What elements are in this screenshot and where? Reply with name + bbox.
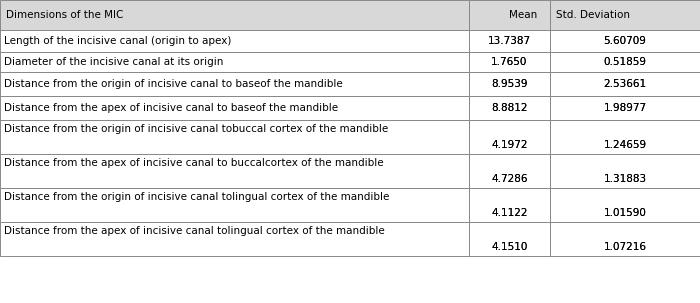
- Text: 1.98977: 1.98977: [603, 103, 647, 113]
- Text: 4.1122: 4.1122: [491, 208, 528, 218]
- Text: 1.07216: 1.07216: [603, 242, 647, 252]
- Text: 4.7286: 4.7286: [491, 174, 528, 184]
- Text: 1.01590: 1.01590: [603, 208, 646, 218]
- Text: Std. Deviation: Std. Deviation: [556, 10, 630, 20]
- Text: Distance from the apex of incisive canal tolingual cortex of the mandible: Distance from the apex of incisive canal…: [4, 226, 385, 236]
- Text: Length of the incisive canal (origin to apex): Length of the incisive canal (origin to …: [4, 36, 232, 46]
- Text: Distance from the apex of incisive canal to buccalcortex of the mandible: Distance from the apex of incisive canal…: [4, 158, 384, 168]
- Bar: [0, 72, 469, 96]
- Bar: [0, 30, 469, 52]
- Text: 1.01590: 1.01590: [603, 208, 646, 218]
- Bar: [550, 72, 700, 96]
- Text: 8.9539: 8.9539: [491, 79, 528, 89]
- Text: 1.24659: 1.24659: [603, 140, 647, 150]
- Text: 1.7650: 1.7650: [491, 57, 528, 67]
- Bar: [550, 120, 700, 154]
- Text: 4.1122: 4.1122: [491, 208, 528, 218]
- Text: 1.07216: 1.07216: [603, 242, 647, 252]
- Text: 1.24659: 1.24659: [603, 140, 647, 150]
- Text: Dimensions of the MIC: Dimensions of the MIC: [6, 10, 123, 20]
- Bar: [0, 188, 469, 222]
- Text: 0.51859: 0.51859: [603, 57, 647, 67]
- Bar: [0, 222, 469, 256]
- Bar: [469, 52, 550, 72]
- Text: Distance from the apex of incisive canal to baseof the mandible: Distance from the apex of incisive canal…: [4, 103, 338, 113]
- Bar: [469, 0, 550, 30]
- Text: 0.51859: 0.51859: [603, 57, 647, 67]
- Text: Mean: Mean: [510, 10, 538, 20]
- Text: 4.7286: 4.7286: [491, 174, 528, 184]
- Bar: [469, 120, 550, 154]
- Text: 4.1972: 4.1972: [491, 140, 528, 150]
- Bar: [550, 30, 700, 52]
- Bar: [550, 154, 700, 188]
- Text: 1.7650: 1.7650: [491, 57, 528, 67]
- Text: 4.1510: 4.1510: [491, 242, 528, 252]
- Bar: [550, 52, 700, 72]
- Text: Distance from the origin of incisive canal tobuccal cortex of the mandible: Distance from the origin of incisive can…: [4, 124, 388, 134]
- Text: 1.98977: 1.98977: [603, 103, 647, 113]
- Text: 8.9539: 8.9539: [491, 79, 528, 89]
- Bar: [550, 96, 700, 120]
- Bar: [0, 96, 469, 120]
- Text: 8.8812: 8.8812: [491, 103, 528, 113]
- Text: Distance from the origin of incisive canal tolingual cortex of the mandible: Distance from the origin of incisive can…: [4, 192, 389, 202]
- Bar: [469, 188, 550, 222]
- Text: 4.1510: 4.1510: [491, 242, 528, 252]
- Bar: [469, 96, 550, 120]
- Text: Distance from the origin of incisive canal to baseof the mandible: Distance from the origin of incisive can…: [4, 79, 343, 89]
- Bar: [550, 188, 700, 222]
- Bar: [550, 0, 700, 30]
- Text: 5.60709: 5.60709: [603, 36, 646, 46]
- Bar: [469, 72, 550, 96]
- Text: 2.53661: 2.53661: [603, 79, 647, 89]
- Text: 1.31883: 1.31883: [603, 174, 647, 184]
- Text: 1.31883: 1.31883: [603, 174, 647, 184]
- Bar: [0, 154, 469, 188]
- Text: 5.60709: 5.60709: [603, 36, 646, 46]
- Text: 2.53661: 2.53661: [603, 79, 647, 89]
- Text: 8.8812: 8.8812: [491, 103, 528, 113]
- Text: 13.7387: 13.7387: [488, 36, 531, 46]
- Text: Diameter of the incisive canal at its origin: Diameter of the incisive canal at its or…: [4, 57, 223, 67]
- Bar: [550, 222, 700, 256]
- Text: 13.7387: 13.7387: [488, 36, 531, 46]
- Text: 4.1972: 4.1972: [491, 140, 528, 150]
- Bar: [0, 52, 469, 72]
- Bar: [0, 0, 469, 30]
- Bar: [0, 120, 469, 154]
- Bar: [469, 154, 550, 188]
- Bar: [469, 30, 550, 52]
- Bar: [469, 222, 550, 256]
